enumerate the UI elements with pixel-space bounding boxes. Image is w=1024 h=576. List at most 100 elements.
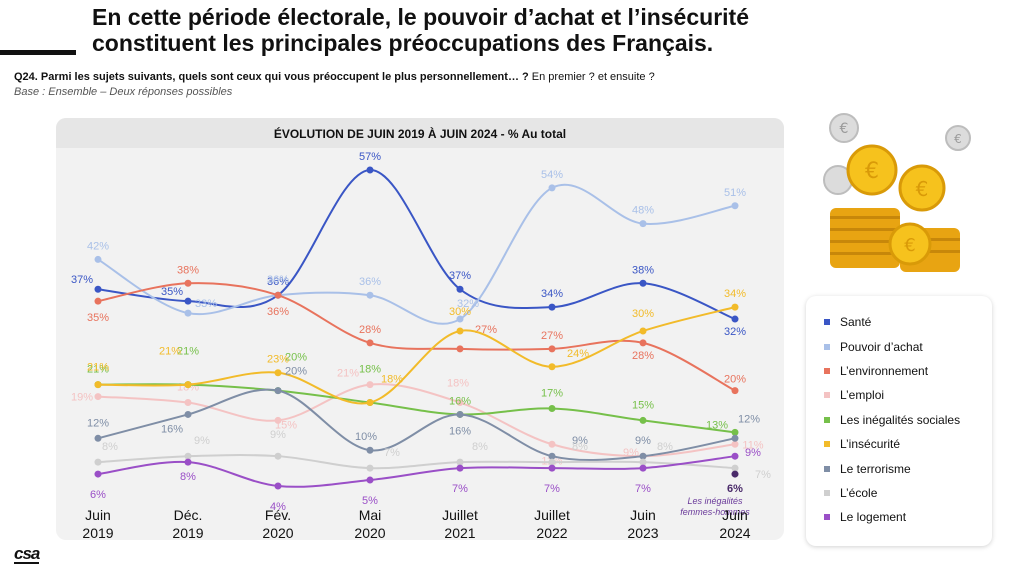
data-label: 32% <box>457 298 479 310</box>
data-point <box>184 297 192 305</box>
data-label: 8% <box>102 441 118 453</box>
data-label: 6% <box>727 483 743 495</box>
data-point <box>366 476 374 484</box>
data-point-inegalites-femmes-hommes <box>731 470 739 478</box>
data-point <box>456 458 464 466</box>
data-label: 35% <box>161 286 183 298</box>
question-code: Q24. <box>14 71 38 83</box>
data-point <box>366 381 374 389</box>
data-label: 37% <box>71 274 93 286</box>
data-label: 21% <box>87 362 109 374</box>
x-tick-label-year: 2020 <box>262 525 293 541</box>
series-line-l-insecurite <box>97 306 736 405</box>
data-label: 9% <box>635 435 651 447</box>
data-point <box>274 387 282 395</box>
data-label: 28% <box>359 324 381 336</box>
data-label: 34% <box>724 288 746 300</box>
title-line-2: constituent les principales préoccupatio… <box>92 30 714 56</box>
data-label: 6% <box>90 489 106 501</box>
data-label: 34% <box>541 288 563 300</box>
data-label: 7% <box>635 483 651 495</box>
series-line-les-inegalites-sociales <box>97 383 736 434</box>
svg-text:€: € <box>954 132 962 146</box>
data-label: 8% <box>472 441 488 453</box>
chart-panel <box>56 118 784 540</box>
x-tick-label-year: 2022 <box>536 525 567 541</box>
data-point <box>731 440 739 448</box>
legend-item: L’environnement <box>824 359 992 383</box>
svg-text:€: € <box>840 121 849 137</box>
data-point <box>366 291 374 299</box>
chart-title: ÉVOLUTION DE JUIN 2019 À JUIN 2024 - % A… <box>273 127 567 141</box>
legend-item: L’insécurité <box>824 432 992 456</box>
data-label: 36% <box>359 276 381 288</box>
data-point <box>548 363 556 371</box>
data-point <box>456 410 464 418</box>
data-point <box>548 404 556 412</box>
data-point <box>94 470 102 478</box>
data-label: 9% <box>572 435 588 447</box>
series-line-sante <box>97 168 736 320</box>
data-point <box>184 452 192 460</box>
series-line-l-ecole <box>97 454 736 470</box>
data-label: 21% <box>87 364 109 376</box>
data-point <box>548 458 556 466</box>
data-point <box>456 285 464 293</box>
data-label: 7% <box>384 447 400 459</box>
series-line-le-logement <box>97 455 736 488</box>
data-label: 8% <box>180 471 196 483</box>
data-point <box>366 399 374 407</box>
data-point <box>548 464 556 472</box>
data-label: 51% <box>724 187 746 199</box>
data-point <box>366 464 374 472</box>
data-label: 4% <box>270 501 286 513</box>
x-tick-label: Juillet <box>534 507 570 523</box>
x-tick-label: Déc. <box>174 507 203 523</box>
data-label: 28% <box>632 350 654 362</box>
data-point <box>366 446 374 454</box>
csa-logo: csa <box>14 544 40 564</box>
data-point <box>548 440 556 448</box>
data-point <box>94 255 102 263</box>
legend-swatch <box>824 319 830 326</box>
chart-header-band <box>56 118 784 148</box>
data-point <box>548 452 556 460</box>
legend-swatch <box>824 343 830 350</box>
question-text: Q24. Parmi les sujets suivants, quels so… <box>14 71 655 83</box>
series-line-l-emploi <box>97 383 736 458</box>
data-label: 38% <box>177 264 199 276</box>
legend-item: Santé <box>824 310 992 334</box>
x-tick-label: Mai <box>359 507 382 523</box>
data-label: 12% <box>87 417 109 429</box>
x-tick-label-year: 2021 <box>444 525 475 541</box>
x-tick-label: Juin <box>630 507 656 523</box>
data-point <box>274 452 282 460</box>
annotation-line-1: Les inégalités <box>687 496 743 506</box>
x-tick-label-year: 2023 <box>627 525 658 541</box>
data-label: 7% <box>755 469 771 481</box>
data-point <box>639 452 647 460</box>
data-label: 21% <box>337 368 359 380</box>
data-label: 42% <box>87 240 109 252</box>
series-line-le-terrorisme <box>97 388 736 462</box>
data-point <box>184 399 192 407</box>
data-point <box>639 220 647 228</box>
data-point <box>639 458 647 466</box>
question-suffix: En premier ? et ensuite ? <box>531 71 655 83</box>
data-point <box>639 416 647 424</box>
data-label: 12% <box>738 413 760 425</box>
legend-item: Les inégalités sociales <box>824 408 992 432</box>
legend-list: Santé Pouvoir d’achat L’environnement L’emp… <box>806 296 992 530</box>
data-point <box>94 285 102 293</box>
legend-label: Le terrorisme <box>840 461 911 476</box>
data-point <box>456 327 464 335</box>
x-tick-label: Juillet <box>442 507 478 523</box>
data-point <box>731 387 739 395</box>
data-point <box>548 184 556 192</box>
legend-label: L’école <box>840 485 878 500</box>
data-label: 27% <box>475 324 497 336</box>
data-label: 33% <box>195 298 217 310</box>
gold-coin-1: € <box>846 144 898 196</box>
data-point <box>184 309 192 317</box>
x-tick-label: Fév. <box>265 507 291 523</box>
